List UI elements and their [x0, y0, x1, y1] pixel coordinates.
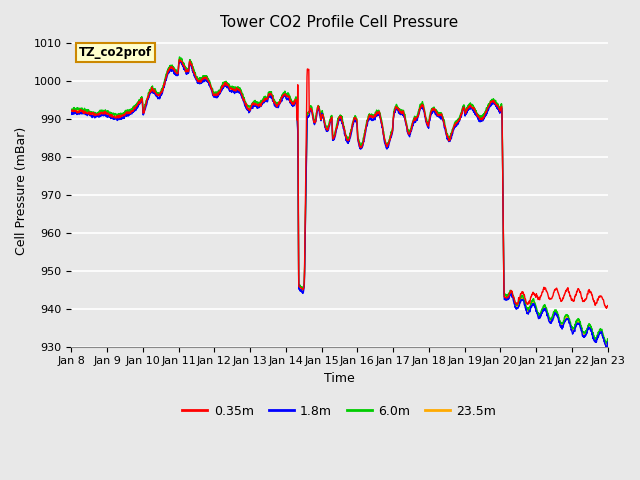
- 0.35m: [602, 305, 610, 311]
- 6.0m: [392, 104, 399, 110]
- 6.0m: [218, 84, 225, 89]
- 0.35m: [401, 116, 409, 121]
- Line: 23.5m: 23.5m: [71, 59, 607, 346]
- 6.0m: [67, 107, 75, 112]
- 6.0m: [604, 337, 611, 343]
- 23.5m: [176, 56, 184, 61]
- 23.5m: [392, 105, 399, 111]
- 1.8m: [67, 110, 75, 116]
- Y-axis label: Cell Pressure (mBar): Cell Pressure (mBar): [15, 127, 28, 255]
- Legend: 0.35m, 1.8m, 6.0m, 23.5m: 0.35m, 1.8m, 6.0m, 23.5m: [177, 400, 501, 423]
- 23.5m: [401, 115, 409, 120]
- 6.0m: [604, 336, 611, 342]
- 0.35m: [604, 303, 611, 309]
- Title: Tower CO2 Profile Cell Pressure: Tower CO2 Profile Cell Pressure: [220, 15, 458, 30]
- 1.8m: [182, 72, 190, 77]
- 0.35m: [176, 57, 184, 62]
- Line: 1.8m: 1.8m: [71, 61, 607, 348]
- 6.0m: [182, 65, 190, 71]
- 23.5m: [604, 339, 611, 345]
- 23.5m: [182, 69, 190, 74]
- 0.35m: [67, 108, 75, 114]
- Line: 0.35m: 0.35m: [71, 60, 607, 308]
- 23.5m: [218, 87, 225, 93]
- 0.35m: [604, 303, 611, 309]
- 1.8m: [177, 59, 184, 64]
- 6.0m: [176, 54, 184, 60]
- 1.8m: [401, 118, 409, 123]
- 23.5m: [67, 109, 75, 115]
- Text: TZ_co2prof: TZ_co2prof: [79, 46, 152, 59]
- Line: 6.0m: 6.0m: [71, 57, 607, 343]
- 0.35m: [392, 104, 399, 109]
- 0.35m: [218, 86, 225, 92]
- 0.35m: [553, 286, 561, 291]
- X-axis label: Time: Time: [324, 372, 355, 385]
- 6.0m: [401, 113, 409, 119]
- 23.5m: [553, 310, 561, 316]
- 6.0m: [553, 309, 561, 314]
- 1.8m: [604, 340, 611, 346]
- 1.8m: [218, 89, 225, 95]
- 1.8m: [604, 339, 611, 345]
- 1.8m: [602, 345, 610, 350]
- 0.35m: [182, 69, 190, 74]
- 1.8m: [392, 106, 399, 111]
- 1.8m: [553, 312, 561, 317]
- 23.5m: [603, 343, 611, 349]
- 6.0m: [602, 340, 610, 346]
- 23.5m: [604, 338, 611, 344]
